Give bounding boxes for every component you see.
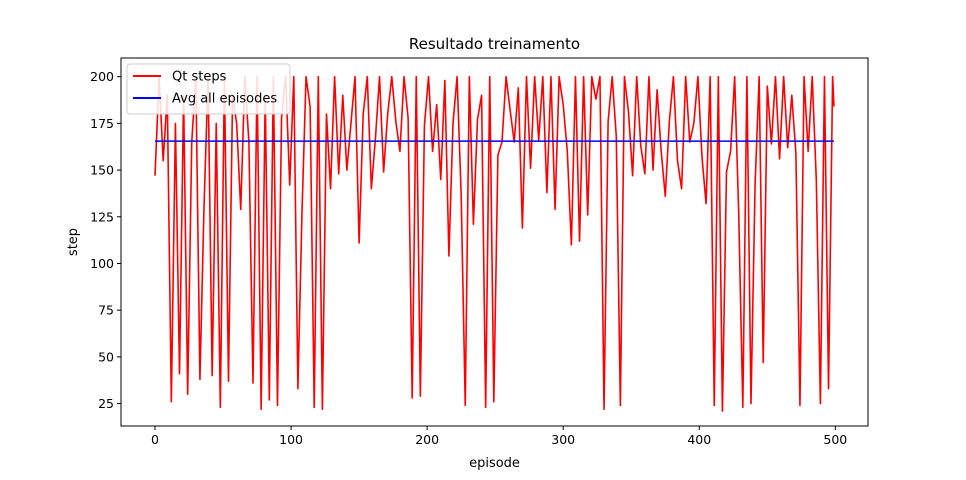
- axes-frame: [120, 57, 869, 427]
- x-tick-label: 200: [415, 432, 439, 447]
- y-axis-label: step: [66, 228, 81, 256]
- y-tick-label: 25: [98, 396, 114, 411]
- y-tick-label: 175: [90, 116, 114, 131]
- x-tick-label: 100: [279, 432, 303, 447]
- y-tick-label: 125: [90, 209, 114, 224]
- legend-label-qt-steps: Qt steps: [172, 70, 227, 85]
- y-tick-label: 100: [90, 256, 114, 271]
- x-tick-label: 300: [551, 432, 575, 447]
- series-line-qt-steps: [154, 75, 835, 412]
- y-tick-label: 150: [90, 163, 114, 178]
- y-tick-label: 200: [90, 69, 114, 84]
- x-tick-label: 400: [687, 432, 711, 447]
- legend-label-avg-all-episodes: Avg all episodes: [172, 92, 277, 107]
- x-axis-label: episode: [469, 456, 520, 471]
- axis-ticks: 0 100 200 300 400 500 25 50 75 100 125 150 175 200: [90, 69, 847, 447]
- x-tick-label: 0: [151, 432, 159, 447]
- chart-title: Resultado treinamento: [409, 35, 580, 53]
- y-tick-label: 50: [98, 349, 114, 364]
- plot-area: [154, 75, 835, 412]
- legend: Qt steps Avg all episodes: [126, 63, 291, 115]
- legend-box: [126, 63, 291, 115]
- y-tick-label: 75: [98, 303, 114, 318]
- x-tick-label: 500: [823, 432, 847, 447]
